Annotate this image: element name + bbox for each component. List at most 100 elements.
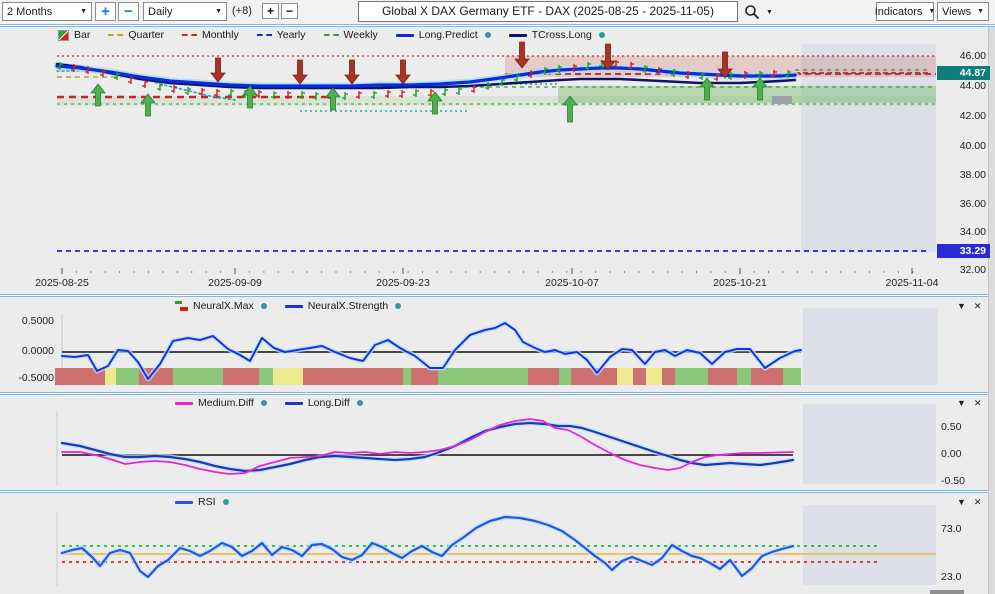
neuralx-panel <box>0 297 995 392</box>
date-axis-label: 2025-10-21 <box>713 277 767 289</box>
neuralx-legend-item-neuralx-max[interactable]: NeuralX.Max <box>175 300 267 312</box>
range-select-value: 2 Months <box>7 5 53 18</box>
diff-legend: Medium.Diff Long.Diff <box>175 397 363 409</box>
date-axis-label: 2025-10-07 <box>545 277 599 289</box>
rsi-axis-label: 23.0 <box>941 571 962 583</box>
bar-swatch-icon <box>58 29 69 41</box>
panel-separator-3[interactable] <box>0 490 995 493</box>
rsi-legend: RSI <box>175 496 229 508</box>
indicators-button-label: Indicators <box>874 5 923 18</box>
line-swatch-icon <box>284 304 303 308</box>
collapse-icon[interactable]: ▼ <box>957 301 966 311</box>
plus-icon: + <box>101 3 110 20</box>
search-icon <box>745 5 760 20</box>
collapse-icon[interactable]: ▼ <box>957 398 966 408</box>
panel-separator-2[interactable] <box>0 392 995 395</box>
legend-label: Weekly <box>343 29 378 41</box>
line-swatch-icon <box>175 401 193 405</box>
price-axis-label: 40.00 <box>959 140 986 152</box>
main-legend-item-tcross-long[interactable]: TCross.Long <box>508 29 605 41</box>
series-toggle-dot[interactable] <box>484 32 491 38</box>
line-swatch-icon <box>284 401 303 405</box>
date-axis-label: 2025-08-25 <box>35 277 89 289</box>
price-highlight-33.29: 33.29 <box>937 244 990 258</box>
chevron-down-icon: ▼ <box>80 8 87 15</box>
price-axis-label: 44.00 <box>959 80 986 92</box>
rsi-legend-item-rsi[interactable]: RSI <box>175 496 229 508</box>
series-toggle-dot[interactable] <box>260 400 267 406</box>
diff-axis-label: 0.50 <box>941 421 962 433</box>
vertical-scrollbar[interactable] <box>988 27 995 594</box>
chevron-down-icon: ▼ <box>977 8 985 15</box>
bar-add-button[interactable]: + <box>262 3 279 19</box>
range-select[interactable]: 2 Months ▼ <box>2 2 92 21</box>
line-swatch-icon <box>175 500 193 504</box>
close-icon[interactable]: ✕ <box>973 301 982 311</box>
search-control[interactable]: ▼ <box>744 3 778 21</box>
close-icon[interactable]: ✕ <box>973 497 982 507</box>
legend-label: RSI <box>198 496 216 508</box>
price-axis-label: 36.00 <box>959 198 986 210</box>
symbol-title-box[interactable]: Global X DAX Germany ETF - DAX (2025-08-… <box>358 1 738 22</box>
price-axis-label: 32.00 <box>959 264 986 276</box>
period-select-value: Daily <box>148 5 173 18</box>
legend-label: NeuralX.Max <box>193 300 254 312</box>
series-toggle-dot[interactable] <box>395 303 402 309</box>
main-chart-panel <box>0 27 995 294</box>
views-button[interactable]: Views ▼ <box>937 2 989 21</box>
diff-legend-item-medium-diff[interactable]: Medium.Diff <box>175 397 267 409</box>
legend-label: TCross.Long <box>531 29 592 41</box>
main-legend-item-quarter[interactable]: Quarter <box>108 29 164 41</box>
main-chart-legend: Bar Quarter Monthly Yearly Weekly Long.Predic… <box>58 29 605 41</box>
neuralx-legend-item-neuralx-strength[interactable]: NeuralX.Strength <box>284 300 402 312</box>
main-legend-item-weekly[interactable]: Weekly <box>323 29 378 41</box>
main-legend-item-bar[interactable]: Bar <box>58 29 90 41</box>
range-zoom-out-button[interactable]: − <box>118 2 139 21</box>
date-axis-label: 2025-09-23 <box>376 277 430 289</box>
diff-panel <box>0 395 995 490</box>
main-legend-item-long-predict[interactable]: Long.Predict <box>395 29 491 41</box>
horizontal-scrollbar[interactable] <box>930 590 964 594</box>
rsi-panel-controls: ▼ ✕ <box>957 497 981 508</box>
line-swatch-icon <box>508 33 527 37</box>
neuralx-axis-label: 0.5000 <box>21 315 54 327</box>
dash-swatch-icon <box>256 34 272 36</box>
diff-panel-controls: ▼ ✕ <box>957 398 981 409</box>
dash-swatch-icon <box>323 34 339 36</box>
offset-label: (+8) <box>232 5 252 17</box>
diff-legend-item-long-diff[interactable]: Long.Diff <box>284 397 363 409</box>
indicators-button[interactable]: Indicators ▼ <box>874 2 935 21</box>
main-legend-item-yearly[interactable]: Yearly <box>256 29 306 41</box>
dash-swatch-icon <box>108 34 124 36</box>
price-axis-label: 38.00 <box>959 169 986 181</box>
rsi-axis-label: 73.0 <box>941 523 962 535</box>
legend-label: Long.Predict <box>418 29 478 41</box>
legend-label: Yearly <box>276 29 306 41</box>
price-highlight-44.87: 44.87 <box>937 66 990 80</box>
toolbar-separator <box>0 24 995 27</box>
line-swatch-icon <box>395 33 414 37</box>
chevron-down-icon: ▼ <box>215 8 222 15</box>
diff-axis-label: 0.00 <box>941 448 962 460</box>
bar-remove-button[interactable]: − <box>281 3 298 19</box>
panel-separator-1[interactable] <box>0 294 995 297</box>
diff-axis-label: -0.50 <box>941 475 965 487</box>
legend-label: Medium.Diff <box>198 397 254 409</box>
series-toggle-dot[interactable] <box>222 499 229 505</box>
main-legend-item-monthly[interactable]: Monthly <box>181 29 239 41</box>
minus-icon: − <box>124 3 133 20</box>
dash-swatch-icon <box>181 34 197 36</box>
neuralx-panel-controls: ▼ ✕ <box>957 301 981 312</box>
series-toggle-dot[interactable] <box>598 32 605 38</box>
range-zoom-in-button[interactable]: + <box>95 2 116 21</box>
period-select[interactable]: Daily ▼ <box>143 2 227 21</box>
neuralx-axis-label: 0.0000 <box>21 345 54 357</box>
close-icon[interactable]: ✕ <box>973 398 982 408</box>
series-toggle-dot[interactable] <box>356 400 363 406</box>
legend-label: Long.Diff <box>307 397 350 409</box>
collapse-icon[interactable]: ▼ <box>957 497 966 507</box>
series-toggle-dot[interactable] <box>260 303 267 309</box>
legend-label: Quarter <box>128 29 164 41</box>
legend-label: NeuralX.Strength <box>307 300 389 312</box>
